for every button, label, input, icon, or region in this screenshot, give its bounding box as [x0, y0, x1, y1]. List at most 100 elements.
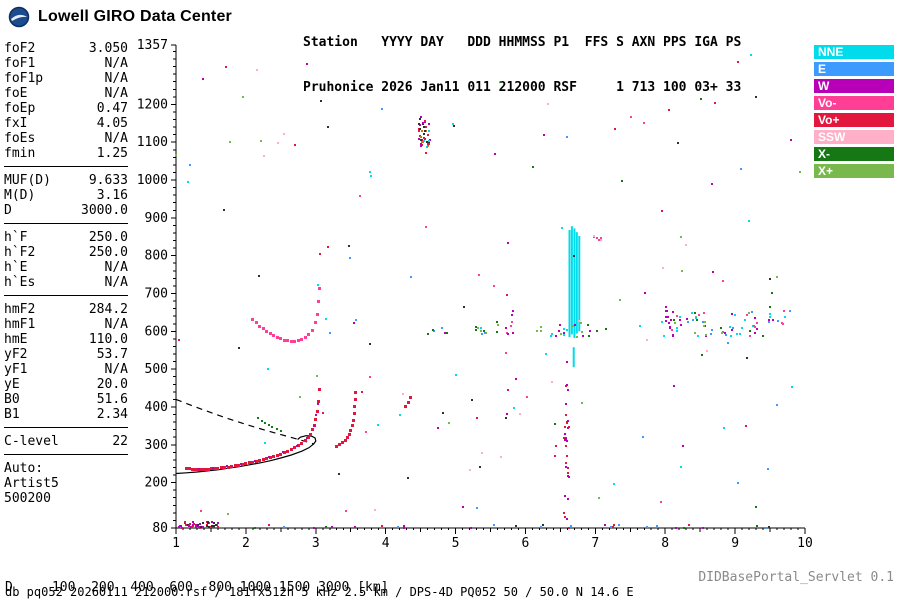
rfi-streak [578, 236, 581, 332]
parameter-label: hmF2 [4, 302, 36, 317]
bottom-edge-noise-point [568, 527, 570, 529]
f-layer-o-trace-oblique-point [317, 403, 319, 405]
band-600km-right-point [671, 329, 673, 331]
sparse-background-noise-point [493, 285, 495, 287]
y-tick-label: 900 [145, 211, 168, 226]
bottom-left-noise-point [217, 522, 219, 524]
parameter-row: D 3000.0 [4, 203, 128, 218]
sparse-background-noise-point [338, 473, 340, 475]
band-600km-5.4mhz-point [496, 331, 498, 333]
sparse-background-noise-point [706, 350, 708, 352]
f-layer-o-trace-oblique-point [306, 437, 308, 439]
sparse-background-noise-point [526, 396, 528, 398]
bottom-edge-noise-point [646, 526, 648, 528]
rfi-column-6.6mhz-point [564, 516, 566, 518]
sparse-background-noise-point [223, 209, 225, 211]
sparse-background-noise-point [703, 325, 705, 327]
band-600km-5.4mhz-point [497, 324, 499, 326]
sparse-background-noise-point [737, 61, 739, 63]
bottom-left-noise-point [213, 522, 215, 524]
pink-cluster-7mhz-850km-point [600, 237, 602, 239]
sparse-background-noise-point [410, 276, 412, 278]
f-layer-x-trace-point [354, 398, 357, 401]
band-600km-mid-point [563, 332, 565, 334]
parameter-label: h`Es [4, 275, 36, 290]
sparse-background-noise-point [264, 442, 266, 444]
y-tick-label: 1100 [137, 135, 168, 150]
pink-cluster-7mhz-850km-point [598, 239, 600, 241]
f-layer-o-trace-point [241, 463, 244, 466]
x-tick-label: 2 [242, 536, 250, 551]
overlay-lines-group [175, 398, 317, 475]
parameter-row: MUF(D) 9.633 [4, 173, 128, 188]
f-layer-o-trace-point [283, 451, 286, 454]
rfi-column-6.6mhz-point [565, 403, 567, 405]
parameter-row: yE 20.0 [4, 377, 128, 392]
sparse-background-noise-point [471, 399, 473, 401]
f-layer-o-trace-oblique-point [282, 451, 284, 453]
rfi-column-6.6mhz-point [567, 498, 569, 500]
band-600km-mid-point [550, 335, 552, 337]
bottom-edge-noise-point [331, 526, 333, 528]
parameter-label: foF1p [4, 71, 44, 86]
parameter-value: 4.05 [96, 116, 128, 131]
y-tick-label: 500 [145, 362, 168, 377]
sparse-background-noise-point [547, 103, 549, 105]
sparse-background-noise-point [453, 125, 455, 127]
f-layer-o-trace-point [297, 444, 300, 447]
sparse-background-noise-point [320, 100, 322, 102]
f-layer-x-trace-point [352, 419, 355, 422]
header: Lowell GIRO Data Center [8, 6, 232, 28]
rfi-column-6.6mhz-point [566, 361, 568, 363]
bottom-left-noise-point [207, 522, 209, 524]
sparse-background-noise-point [614, 128, 616, 130]
second-hop-trace-point [290, 340, 293, 343]
sparse-background-noise-point [740, 168, 742, 170]
sparse-background-noise-point [554, 455, 556, 457]
sparse-background-noise-point [329, 332, 331, 334]
sparse-background-noise-point [644, 292, 646, 294]
x-minus-cluster-point [261, 420, 263, 422]
parameter-row: 500200 [4, 491, 128, 506]
sparse-background-noise-point [701, 354, 703, 356]
sparse-background-noise-point [532, 166, 534, 168]
parameter-label: h`F [4, 230, 28, 245]
sparse-background-noise-point [463, 306, 465, 308]
band-600km-mid-point [572, 325, 574, 327]
y-tick-label: 600 [145, 324, 168, 339]
bottom-edge-noise-point [688, 524, 690, 526]
f-layer-o-trace-point [220, 466, 223, 469]
parameter-value: 3.16 [96, 188, 128, 203]
sparse-background-noise-point [630, 116, 632, 118]
band-600km-right-point [748, 312, 750, 314]
second-hop-trace-point [255, 321, 258, 324]
true-height-profile [175, 435, 317, 475]
band-600km-right-point [680, 324, 682, 326]
band-600km-mid-point [540, 326, 542, 328]
parameter-label: foEs [4, 131, 36, 146]
band-600km-4.8mhz-point [427, 333, 429, 335]
f-layer-o-trace-point [290, 448, 293, 451]
rfi-column-6.6mhz-point [567, 420, 569, 422]
cluster-4.5mhz-1100km-point [428, 130, 430, 132]
cluster-4.5mhz-1100km-point [423, 133, 425, 135]
band-600km-right-point [691, 312, 693, 314]
rfi-column-6.6mhz-point [568, 426, 570, 428]
cluster-4.5mhz-1100km-point [427, 134, 429, 136]
f-layer-o-trace-point [244, 462, 247, 465]
band-600km-right-point [736, 333, 738, 335]
second-hop-trace-point [279, 337, 282, 340]
panel-separator [4, 223, 128, 224]
sparse-background-noise-point [711, 183, 713, 185]
bottom-left-noise-point [185, 524, 187, 526]
x-minus-cluster-point [268, 424, 270, 426]
sparse-background-noise-point [469, 469, 471, 471]
parameter-row: foEs N/A [4, 131, 128, 146]
band-600km-right-point [661, 321, 663, 323]
sparse-background-noise-point [519, 413, 521, 415]
second-hop-trace-point [311, 329, 314, 332]
bottom-left-noise-point [189, 523, 191, 525]
sparse-background-noise-point [189, 164, 191, 166]
